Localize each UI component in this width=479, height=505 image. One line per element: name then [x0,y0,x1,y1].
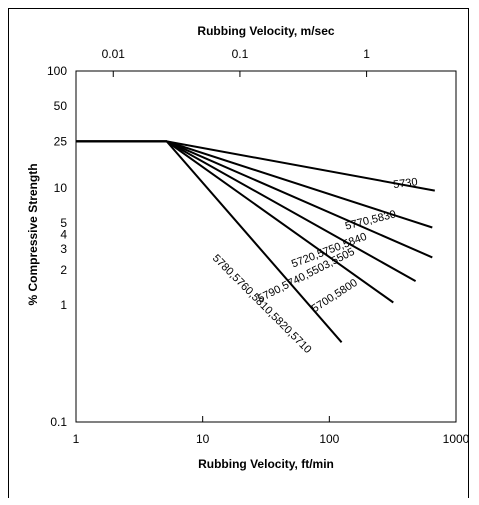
top-x-tick-label: 1 [363,47,370,61]
top-x-tick-label: 0.01 [102,47,126,61]
x-tick-label: 100 [319,432,339,446]
plot-area [75,70,457,423]
figure-frame [8,8,469,498]
y-tick-label: 3 [60,242,67,256]
y-tick-label: 25 [54,134,68,148]
series-line [76,140,433,259]
y-tick-label: 2 [60,263,67,277]
series-label: 5770,5830 [344,208,397,232]
y-tick-label: 5 [60,216,67,230]
y-tick-label: 1 [60,298,67,312]
x-axis-label: Rubbing Velocity, ft/min [198,457,334,471]
y-tick-label: 4 [60,228,67,242]
series-line [76,140,417,282]
top-x-tick-label: 0.1 [232,47,249,61]
series-label: 5730 [393,176,419,191]
series-line [76,140,343,343]
series-label: 5700,5800 [310,277,360,315]
plot-layer [75,70,457,423]
y-axis-label: % Compressive Strength [26,163,40,305]
x-tick-label: 1000 [443,432,470,446]
y-tick-label: 50 [54,99,68,113]
y-tick-label: 0.1 [50,415,67,429]
y-tick-label: 100 [47,64,67,78]
top-x-axis-label: Rubbing Velocity, m/sec [197,24,334,38]
y-tick-label: 10 [54,181,68,195]
series-line [76,140,435,192]
x-tick-label: 1 [73,432,80,446]
x-tick-label: 10 [196,432,210,446]
